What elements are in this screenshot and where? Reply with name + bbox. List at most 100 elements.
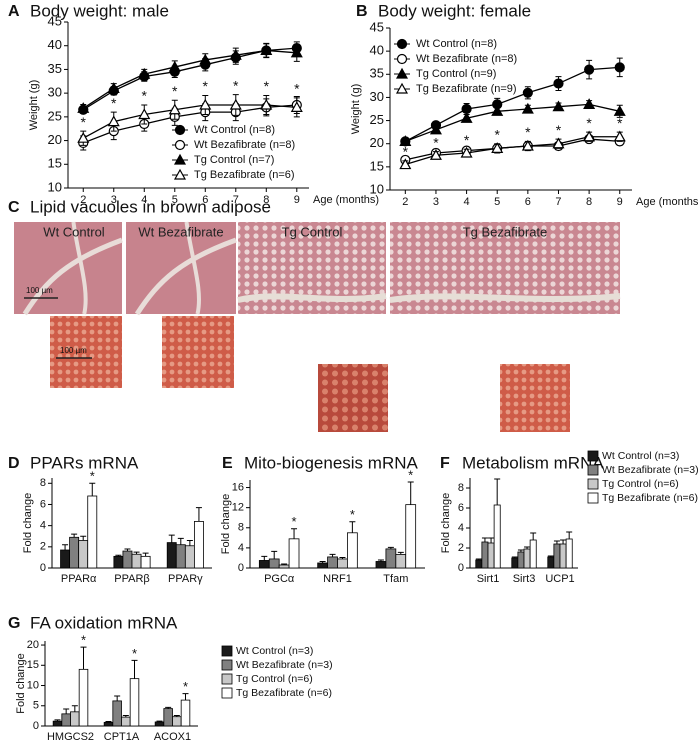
bar (175, 544, 186, 569)
legend-label: Tg Bezafibrate (n=6) (194, 169, 295, 181)
bar (122, 550, 133, 569)
y-tick-label: 25 (48, 108, 62, 123)
x-tick-label: Sirt1 (477, 573, 500, 585)
panel-letter: A (8, 3, 20, 20)
legend-label: Tg Control (n=7) (194, 154, 274, 166)
legend-label: Wt Control (n=3) (602, 450, 679, 462)
bar (103, 721, 114, 727)
series-line (82, 104, 297, 139)
y-tick-label: 10 (27, 679, 39, 691)
legend-marker (174, 124, 186, 136)
chart-title: Body weight: male (30, 1, 169, 20)
bar (385, 548, 397, 569)
x-tick-label: 3 (433, 196, 439, 208)
bar (405, 504, 417, 569)
error-bar (481, 537, 488, 542)
bar (87, 495, 98, 569)
y-tick-label: 20 (27, 639, 39, 651)
marker (552, 100, 565, 112)
bar (113, 555, 124, 569)
significance: * (556, 122, 562, 138)
bar (493, 504, 501, 569)
inset (500, 364, 570, 432)
y-tick-label: 2 (40, 541, 46, 553)
y-tick-label: 2 (458, 542, 464, 554)
error-bar (142, 552, 149, 557)
marker (584, 64, 595, 75)
significance: * (183, 679, 188, 694)
panel-label: Tg Bezafibrate (463, 224, 548, 239)
inset (162, 316, 234, 388)
legend-label: Wt Bezafibrate (n=3) (602, 464, 698, 476)
bar (553, 543, 561, 569)
panel-letter: E (222, 455, 233, 472)
significance: * (264, 78, 270, 94)
marker (77, 102, 90, 113)
marker (199, 53, 212, 65)
x-tick-label: 8 (586, 196, 592, 208)
significance: * (350, 507, 355, 522)
legend-marker (395, 82, 409, 94)
series-line (405, 66, 620, 142)
marker (260, 98, 273, 110)
bar (337, 558, 348, 569)
legend-label: Tg Bezafibrate (n=9) (416, 83, 517, 95)
chart-title: PPARs mRNA (30, 453, 139, 472)
y-tick-label: 0 (238, 562, 244, 574)
marker (521, 102, 534, 114)
error-bar (553, 540, 560, 544)
bar (547, 556, 555, 569)
significance: * (132, 646, 137, 661)
bar (166, 542, 177, 569)
x-tick-label: PGCα (264, 573, 295, 585)
error-bar (494, 478, 501, 505)
bar (523, 548, 531, 569)
legend-label: Tg Bezafibrate (n=6) (236, 687, 332, 699)
y-tick-label: 40 (370, 43, 384, 58)
legend-label: Wt Bezafibrate (n=8) (194, 139, 295, 151)
panel-label: Tg Control (282, 224, 343, 239)
marker (199, 98, 212, 110)
panel-label: Wt Bezafibrate (138, 224, 223, 239)
y-tick-label: 4 (458, 522, 464, 534)
bar (112, 700, 122, 727)
marker (290, 46, 303, 58)
bar (52, 720, 63, 727)
vessel (22, 237, 123, 316)
x-tick-label: 5 (494, 196, 500, 208)
x-tick-label: UCP1 (545, 573, 574, 585)
y-tick-label: 6 (40, 498, 46, 510)
bar (131, 553, 142, 569)
legend-label: Wt Control (n=3) (236, 645, 313, 657)
significance: * (233, 77, 239, 93)
chart-title: FA oxidation mRNA (30, 613, 178, 632)
error-bar (182, 693, 189, 701)
legend-swatch (587, 492, 599, 504)
marker (613, 130, 626, 142)
y-tick-label: 20 (370, 135, 384, 150)
legend-marker (174, 139, 186, 151)
bar (154, 721, 165, 727)
legend-swatch (221, 645, 233, 657)
error-bar (407, 481, 414, 505)
marker (552, 137, 565, 149)
x-tick-label: 2 (402, 196, 408, 208)
legend-swatch (587, 464, 599, 476)
bar (395, 554, 407, 569)
significance: * (142, 88, 148, 104)
significance: * (203, 78, 209, 94)
bar (517, 551, 525, 569)
error-bar (168, 534, 175, 543)
series-line (405, 103, 620, 143)
panel-letter: C (8, 199, 20, 216)
marker (521, 139, 534, 151)
chart-title: Mito-biogenesis mRNA (244, 453, 418, 472)
bar (78, 668, 89, 727)
y-tick-label: 8 (238, 522, 244, 534)
y-tick-label: 30 (370, 89, 384, 104)
x-tick-label: Tfam (383, 573, 408, 585)
bar (511, 557, 519, 569)
y-tick-label: 0 (33, 720, 39, 732)
marker (522, 87, 533, 98)
marker (107, 115, 120, 127)
